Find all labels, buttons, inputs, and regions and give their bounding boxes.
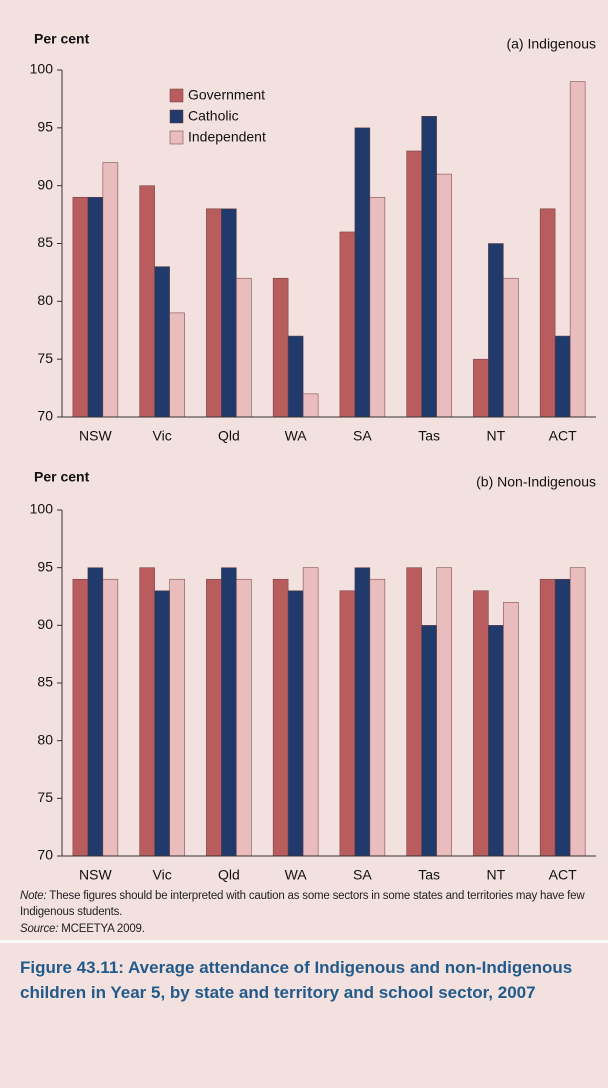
y-tick-label: 75 [37, 789, 53, 805]
legend-swatch [169, 109, 184, 124]
x-tick-label: WA [285, 867, 308, 883]
bar [369, 578, 386, 857]
bar [287, 335, 304, 418]
legend-swatch [169, 88, 184, 103]
bar [406, 567, 422, 857]
bar [139, 185, 155, 418]
bar [72, 196, 89, 418]
bar [236, 578, 252, 857]
x-tick-label: SA [353, 428, 372, 444]
note-text: These figures should be interpreted with… [20, 890, 585, 918]
bar [87, 567, 104, 857]
x-tick-label: SA [353, 867, 372, 883]
y-tick-label: 90 [37, 176, 53, 192]
bar [503, 602, 519, 857]
subtitle: (b) Non-Indigenous [476, 474, 596, 490]
bar [569, 567, 586, 857]
y-tick-label: 70 [37, 847, 53, 863]
bar [302, 567, 319, 857]
legend-label: Catholic [188, 108, 239, 124]
y-tick-label: 85 [37, 674, 53, 690]
x-tick-label: Qld [218, 867, 240, 883]
x-tick-label: Qld [218, 428, 240, 444]
bar [539, 208, 556, 418]
x-tick-label: Vic [153, 867, 172, 883]
bar [206, 208, 222, 418]
x-tick-label: Tas [418, 428, 440, 444]
bar [539, 578, 556, 857]
y-tick-label: 100 [30, 61, 54, 77]
x-tick-label: ACT [549, 428, 577, 444]
bar [503, 277, 519, 418]
x-tick-label: NT [487, 428, 506, 444]
x-tick-label: NSW [79, 867, 112, 883]
y-tick-label: 95 [37, 558, 53, 574]
charts: Per cent (a) Indigenous 70 75 80 85 90 95 100 NSW… [30, 31, 596, 883]
bar [369, 196, 386, 418]
x-tick-label: Tas [418, 867, 440, 883]
bar [436, 173, 452, 418]
caption: Figure 43.11: Average attendance of Indi… [20, 958, 573, 1002]
bar [354, 567, 371, 857]
bar [221, 208, 237, 418]
bar [339, 590, 356, 857]
bar [154, 266, 170, 418]
bar [272, 578, 289, 857]
bar [436, 567, 452, 857]
legend-label: Independent [188, 129, 266, 145]
subtitle: (a) Indigenous [506, 36, 596, 52]
bar [339, 231, 356, 418]
y-tick-label: 90 [37, 616, 53, 632]
y-tick-label: 75 [37, 350, 53, 366]
bar [206, 578, 222, 857]
bar [421, 625, 437, 857]
bar [154, 590, 170, 857]
x-tick-label: NSW [79, 428, 112, 444]
bar [169, 578, 185, 857]
bar [554, 578, 571, 857]
bar [221, 567, 237, 857]
bar [72, 578, 89, 857]
bar [272, 277, 289, 418]
y-axis-label: Per cent [34, 469, 90, 485]
y-tick-label: 80 [37, 731, 53, 747]
note-label: Note: [20, 890, 47, 902]
bar [102, 578, 119, 857]
bar [569, 81, 586, 418]
source-label: Source: [20, 923, 59, 935]
bar [473, 358, 489, 418]
y-axis-label: Per cent [34, 31, 90, 47]
bar [488, 625, 504, 857]
y-tick-label: 95 [37, 119, 53, 135]
bar [421, 116, 437, 418]
y-tick-label: 80 [37, 292, 53, 308]
bar [139, 567, 155, 857]
x-tick-label: WA [285, 428, 308, 444]
x-tick-label: Vic [153, 428, 172, 444]
x-tick-label: ACT [549, 867, 577, 883]
bar [236, 277, 252, 418]
bar [102, 162, 119, 418]
bar [488, 243, 504, 418]
source-text: MCEETYA 2009. [61, 923, 145, 935]
note: Note: These figures should be interprete… [20, 888, 590, 920]
y-tick-label: 100 [30, 501, 54, 517]
bar [87, 196, 104, 418]
source: Source: MCEETYA 2009. [20, 921, 590, 937]
bar [169, 312, 185, 418]
bar [406, 150, 422, 418]
bar [554, 335, 571, 418]
bar [354, 127, 371, 418]
y-tick-label: 85 [37, 234, 53, 250]
legend-swatch [169, 130, 184, 145]
legend-label: Government [188, 87, 265, 103]
bar [287, 590, 304, 857]
bar [473, 590, 489, 857]
separator [0, 940, 608, 943]
x-tick-label: NT [487, 867, 506, 883]
y-tick-label: 70 [37, 408, 53, 424]
bar [302, 393, 319, 418]
